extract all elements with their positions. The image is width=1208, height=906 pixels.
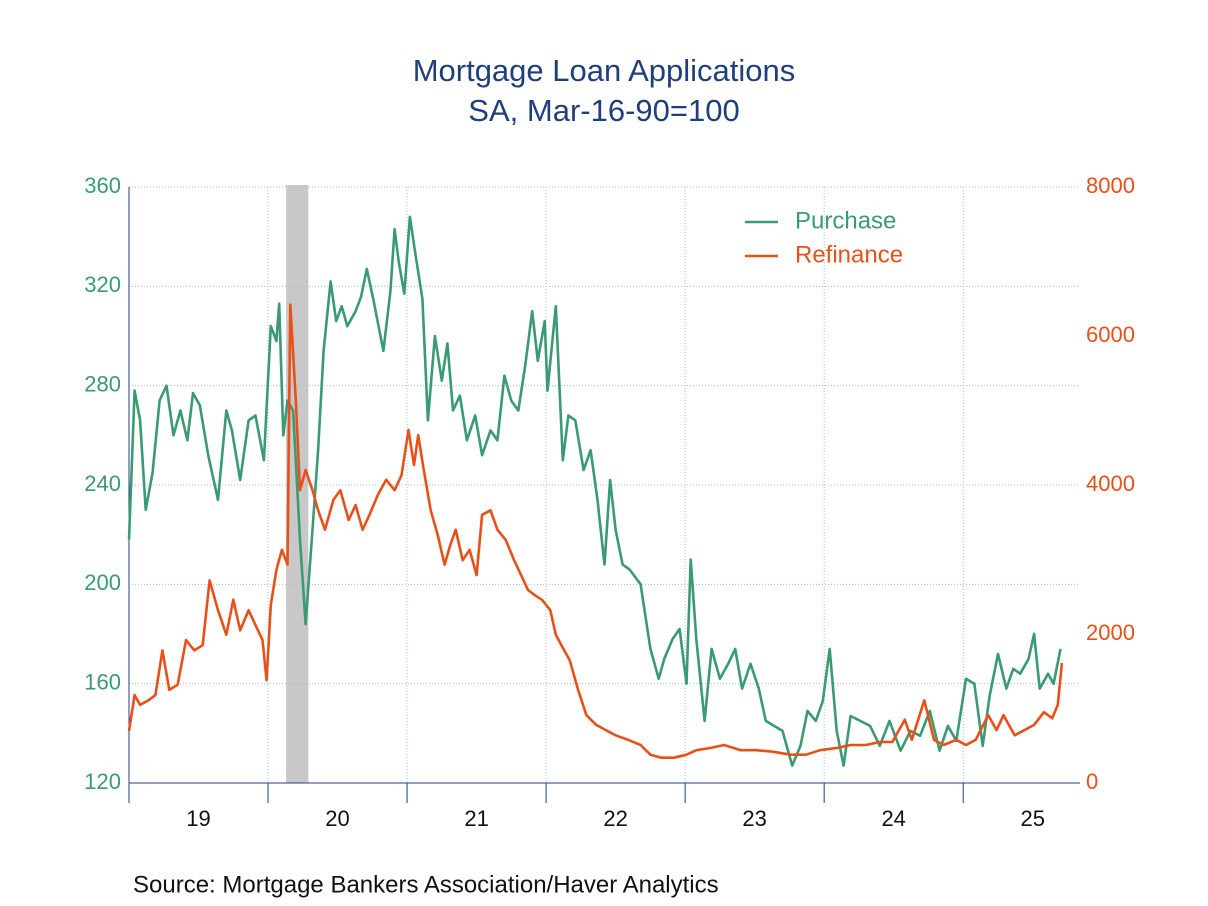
y-tick-label: 240 bbox=[84, 471, 121, 496]
y-tick-label: 280 bbox=[84, 371, 121, 396]
legend-label: Refinance bbox=[795, 241, 903, 268]
y2-tick-label: 4000 bbox=[1086, 471, 1135, 496]
y-tick-label: 320 bbox=[84, 272, 121, 297]
x-tick-label: 24 bbox=[881, 806, 905, 831]
y2-tick-label: 0 bbox=[1086, 769, 1098, 794]
legend-label: Purchase bbox=[795, 207, 896, 234]
x-tick-label: 19 bbox=[186, 806, 210, 831]
source-note: Source: Mortgage Bankers Association/Hav… bbox=[133, 871, 719, 898]
x-tick-label: 25 bbox=[1020, 806, 1044, 831]
data-line bbox=[127, 303, 1064, 759]
x-tick-label: 22 bbox=[603, 806, 627, 831]
chart-subtitle: SA, Mar-16-90=100 bbox=[468, 93, 739, 128]
x-tick-label: 20 bbox=[325, 806, 349, 831]
y-tick-label: 160 bbox=[84, 669, 121, 694]
y-tick-label: 200 bbox=[84, 570, 121, 595]
x-tick-label: 21 bbox=[464, 806, 488, 831]
y2-tick-label: 8000 bbox=[1086, 173, 1135, 198]
y2-tick-label: 2000 bbox=[1086, 620, 1135, 645]
chart-title: Mortgage Loan Applications bbox=[413, 53, 796, 88]
y-tick-label: 360 bbox=[84, 173, 121, 198]
x-tick-label: 23 bbox=[742, 806, 766, 831]
y2-tick-label: 6000 bbox=[1086, 322, 1135, 347]
y-tick-label: 120 bbox=[84, 769, 121, 794]
